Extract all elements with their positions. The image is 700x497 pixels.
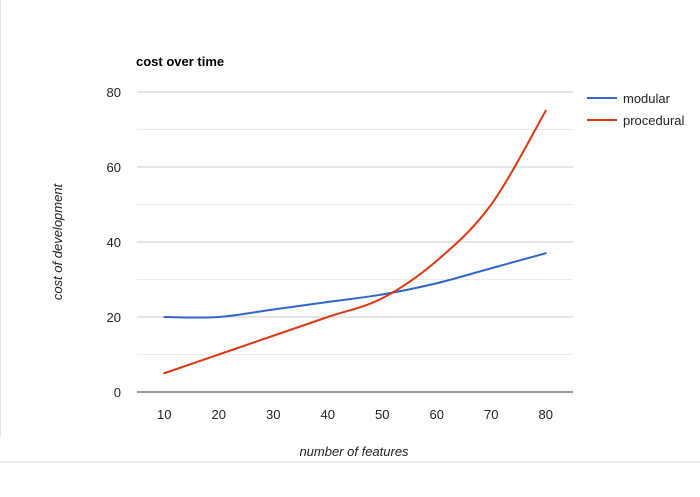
x-tick-label: 60 <box>430 407 444 422</box>
x-tick-label: 50 <box>375 407 389 422</box>
axes: 0 20 40 60 80 10 20 30 40 50 60 70 80 <box>107 85 573 422</box>
y-tick-label: 40 <box>107 235 121 250</box>
series-line-procedural <box>163 109 547 375</box>
x-axis-label: number of features <box>299 444 409 459</box>
bottom-divider <box>0 461 700 463</box>
legend-label-procedural: procedural <box>623 113 685 128</box>
left-divider <box>0 0 1 436</box>
series-layer <box>163 109 547 375</box>
chart-title: cost over time <box>136 54 224 69</box>
x-tick-label: 30 <box>266 407 280 422</box>
x-tick-label: 70 <box>484 407 498 422</box>
y-tick-label: 60 <box>107 160 121 175</box>
series-line-modular <box>163 252 547 319</box>
grid <box>137 91 573 355</box>
y-tick-label: 80 <box>107 85 121 100</box>
x-tick-label: 80 <box>539 407 553 422</box>
y-tick-label: 0 <box>114 385 121 400</box>
legend-label-modular: modular <box>623 91 671 106</box>
x-tick-label: 10 <box>157 407 171 422</box>
y-axis-label: cost of development <box>50 182 65 300</box>
y-tick-label: 20 <box>107 310 121 325</box>
x-tick-label: 20 <box>212 407 226 422</box>
legend: modular procedural <box>587 91 685 128</box>
x-tick-label: 40 <box>321 407 335 422</box>
